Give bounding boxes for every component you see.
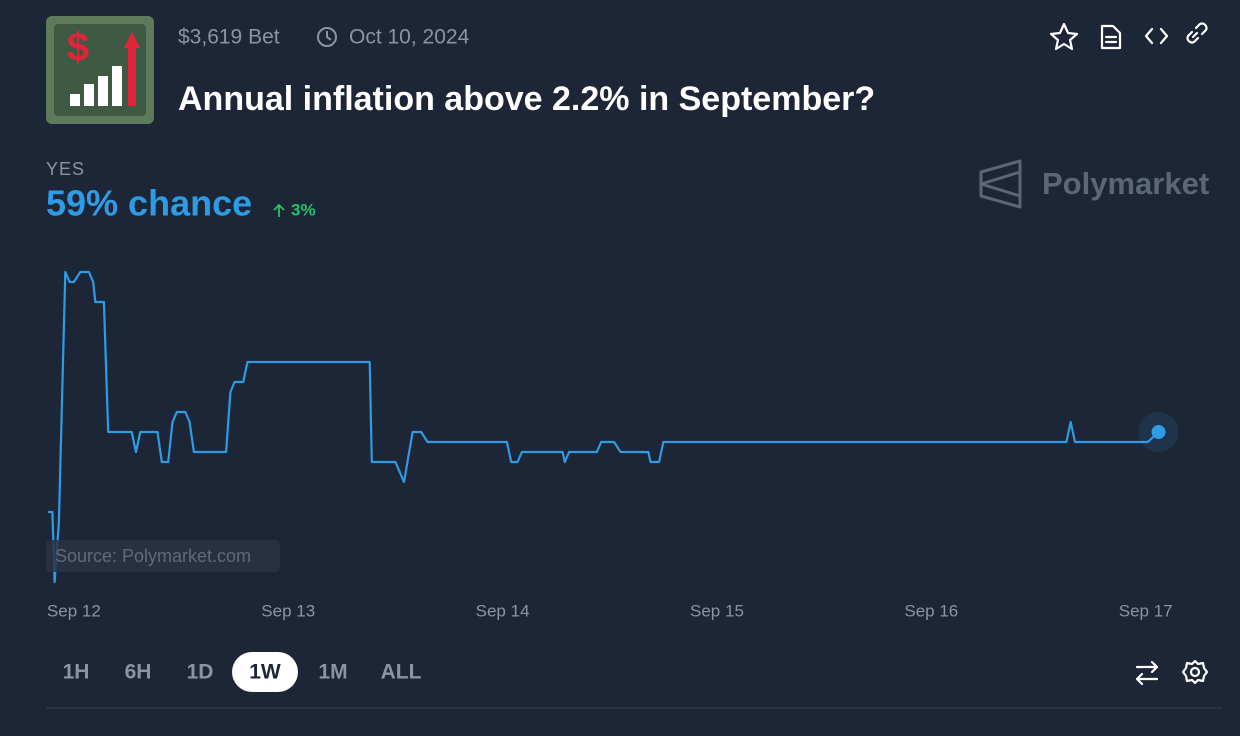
link-button[interactable] [1186, 22, 1208, 44]
market-thumbnail: $ [46, 16, 154, 124]
x-tick-label: Sep 15 [690, 601, 744, 620]
favorite-button[interactable] [1049, 22, 1079, 51]
market-title: Annual inflation above 2.2% in September… [178, 80, 875, 118]
volume: $3,619 Bet [178, 26, 280, 49]
x-tick-label: Sep 16 [904, 601, 958, 620]
range-button[interactable]: ALL [381, 661, 422, 684]
x-tick-label: Sep 14 [476, 601, 530, 620]
range-button[interactable]: 1W [249, 661, 281, 684]
range-button[interactable]: 6H [125, 661, 152, 684]
outcome-label: YES [46, 159, 85, 179]
brand-name: Polymarket [1042, 166, 1209, 201]
brand-logo [979, 159, 1022, 209]
swap-button[interactable] [1135, 660, 1159, 686]
source-annotation: Source: Polymarket.com [55, 546, 251, 566]
end-date: Oct 10, 2024 [349, 26, 470, 49]
clock-icon [317, 27, 337, 47]
embed-button[interactable] [1144, 27, 1169, 45]
document-button[interactable] [1100, 24, 1122, 50]
x-tick-label: Sep 12 [47, 601, 101, 620]
x-tick-label: Sep 13 [261, 601, 315, 620]
range-controls: 1H 6H 1D 1W 1M ALL [63, 652, 422, 692]
up-arrow [273, 203, 285, 217]
settings-button[interactable] [1181, 659, 1209, 685]
x-tick-label: Sep 17 [1119, 601, 1173, 620]
change: 3% [291, 200, 316, 219]
range-button[interactable]: 1H [63, 661, 90, 684]
svg-text:$: $ [67, 26, 89, 70]
range-button[interactable]: 1D [187, 661, 214, 684]
price-line [48, 270, 1160, 584]
last-point [1151, 425, 1166, 439]
chart: Sep 12 Sep 13 Sep 14 Sep 15 Sep 16 Sep 17 [47, 270, 1179, 620]
chance: 59% chance [46, 183, 252, 224]
active-range-pill [232, 652, 298, 692]
range-button[interactable]: 1M [318, 661, 347, 684]
source-badge [46, 540, 280, 572]
